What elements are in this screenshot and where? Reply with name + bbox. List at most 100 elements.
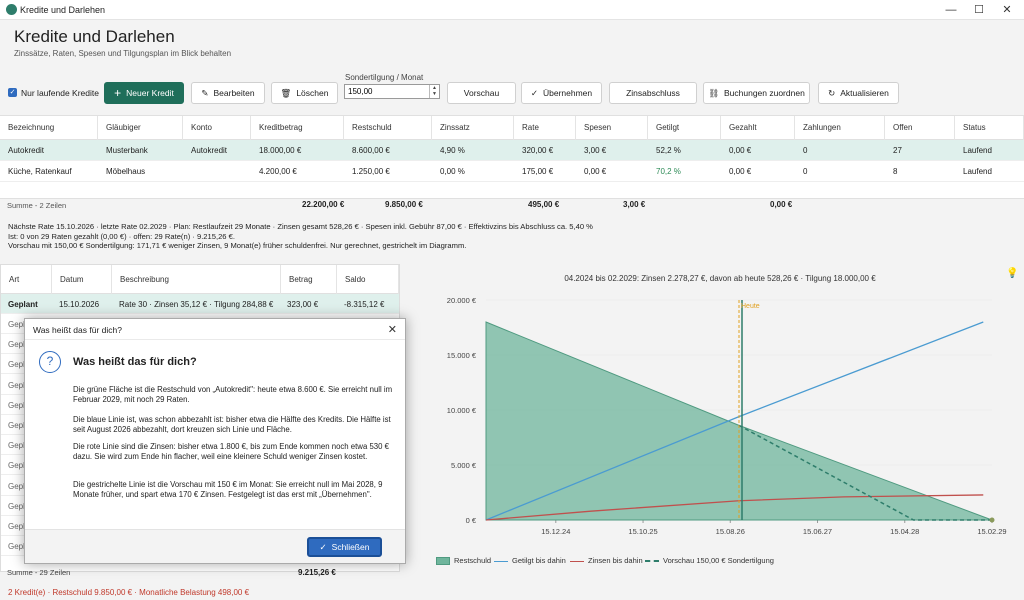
column-header[interactable]: Rate [514, 116, 576, 140]
table-cell: 0 [803, 167, 808, 176]
plan-row-art: Gepla [8, 360, 30, 370]
status-line: 2 Kredit(e) · Restschuld 9.850,00 € · Mo… [8, 588, 250, 597]
plus-icon: + [114, 86, 122, 100]
table-cell: 0,00 € [584, 167, 607, 176]
table-row[interactable]: Küche, Ratenkauf Möbelhaus 4.200,00 € 1.250… [0, 161, 1024, 182]
plan-art: Geplant [8, 300, 38, 309]
y-tick-label: 15.000 € [447, 351, 477, 360]
plan-summary-value: 9.215,26 € [298, 568, 336, 577]
column-header[interactable]: Bezeichnung [0, 116, 98, 140]
today-label: Heute [741, 303, 760, 310]
plan-column-header[interactable]: Betrag [281, 265, 337, 294]
info-line-3: Vorschau mit 150,00 € Sondertilgung: 171… [8, 241, 467, 251]
x-tick-label: 15.10.25 [628, 527, 657, 536]
plan-info: Nächste Rate 15.10.2026 · letzte Rate 02… [8, 222, 593, 251]
dialog-footer: ✓ Schließen [25, 529, 405, 563]
column-header[interactable]: Konto [183, 116, 251, 140]
legend-item: Restschuld [436, 556, 491, 566]
legend-label: Getilgt bis dahin [512, 556, 566, 565]
x-tick-label: 15.08.26 [716, 527, 745, 536]
running-only-label: Nur laufende Kredite [21, 88, 99, 98]
title-bar: Kredite und Darlehen — ☐ ✕ [0, 0, 1024, 20]
info-line-1: Nächste Rate 15.10.2026 · letzte Rate 02… [8, 222, 593, 231]
table-cell: Möbelhaus [106, 167, 146, 176]
plan-summary-label: Summe - 29 Zeilen [7, 568, 71, 577]
x-tick-label: 15.04.28 [890, 527, 919, 536]
table-row[interactable]: Autokredit Musterbank Autokredit 18.000,00 … [0, 140, 1024, 161]
dialog-paragraph-1: Die grüne Fläche ist die Restschuld von … [73, 385, 393, 405]
refresh-button[interactable]: ↻ Aktualisieren [818, 82, 899, 104]
close-window-button[interactable]: ✕ [1002, 4, 1012, 16]
delete-button[interactable]: 🗑 Löschen [271, 82, 338, 104]
plan-row-art: Gepla [8, 542, 30, 552]
plan-beschreibung: Rate 30 · Zinsen 35,12 € · Tilgung 284,8… [119, 300, 274, 309]
apply-button[interactable]: ✓ Übernehmen [521, 82, 602, 104]
column-header[interactable]: Gläubiger [98, 116, 183, 140]
dialog-heading: Was heißt das für dich? [73, 356, 197, 368]
plan-column-header[interactable]: Beschreibung [112, 265, 281, 294]
column-header[interactable]: Zinssatz [432, 116, 514, 140]
plan-column-header[interactable]: Saldo [337, 265, 399, 294]
column-header[interactable]: Spesen [576, 116, 648, 140]
summary-spesen: 3,00 € [623, 200, 646, 209]
column-header[interactable]: Gezahlt [721, 116, 795, 140]
y-tick-label: 5.000 € [451, 461, 477, 470]
interest-close-button[interactable]: Zinsabschluss [609, 82, 697, 104]
plan-column-header[interactable]: Datum [52, 265, 112, 294]
question-icon: ? [39, 351, 61, 373]
info-line-2: Ist: 0 von 29 Raten gezahlt (0,00 €) · o… [8, 231, 235, 241]
summary-rate: 495,00 € [528, 200, 560, 209]
legend-label: Vorschau 150,00 € Sondertilgung [663, 556, 774, 565]
maximize-button[interactable]: ☐ [974, 4, 984, 16]
y-tick-label: 0 € [466, 516, 477, 525]
legend-swatch [494, 560, 508, 562]
plan-table-header: Art Datum Beschreibung Betrag Saldo [1, 265, 399, 294]
delete-label: Löschen [296, 88, 329, 98]
plan-row-art: Gepla [8, 340, 30, 350]
assign-bookings-button[interactable]: ⛓ Buchungen zuordnen [703, 82, 810, 104]
table-cell: 4,90 % [440, 146, 465, 155]
table-cell: 0,00 € [729, 146, 752, 155]
plan-column-header[interactable]: Art [1, 265, 52, 294]
sondertilgung-spinner[interactable]: ▲ ▼ [429, 85, 439, 98]
y-tick-label: 10.000 € [447, 406, 477, 415]
dialog-close-icon[interactable]: ✕ [387, 324, 397, 336]
minimize-button[interactable]: — [945, 4, 957, 16]
new-credit-label: Neuer Kredit [126, 88, 174, 98]
plan-row-art: Gepla [8, 380, 30, 390]
edit-label: Bearbeiten [213, 88, 255, 98]
table-cell: 52,2 % [656, 146, 681, 155]
credits-summary-row: Summe - 2 Zeilen 22.200,00 € 9.850,00 € … [0, 198, 1024, 212]
summary-restschuld: 9.850,00 € [385, 200, 423, 209]
x-tick-label: 15.06.27 [803, 527, 832, 536]
dialog-close-button[interactable]: ✓ Schließen [307, 537, 382, 557]
column-header[interactable]: Kreditbetrag [251, 116, 344, 140]
credits-table: Bezeichnung Gläubiger Konto Kreditbetrag Res… [0, 115, 1024, 199]
plan-row-selected[interactable]: Geplant 15.10.2026 Rate 30 · Zinsen 35,1… [1, 294, 399, 314]
dialog-title-bar: Was heißt das für dich? ✕ [25, 319, 405, 340]
edit-button[interactable]: ✎ Bearbeiten [191, 82, 265, 104]
column-header[interactable]: Offen [885, 116, 955, 140]
check-icon: ✓ [530, 87, 538, 98]
plan-row-art: Gepla [8, 522, 30, 531]
table-cell: Laufend [963, 167, 992, 176]
dialog-close-label: Schließen [331, 542, 370, 552]
plan-row-art: Gepla [8, 481, 30, 491]
apply-label: Übernehmen [542, 88, 593, 98]
chart-title: 04.2024 bis 02.2029: Zinsen 2.278,27 €, … [564, 274, 876, 283]
table-cell: 320,00 € [522, 146, 554, 155]
table-cell: 4.200,00 € [259, 167, 297, 176]
sondertilgung-input[interactable] [344, 84, 440, 99]
table-cell: 8 [893, 167, 898, 176]
lightbulb-icon[interactable]: 💡 [1006, 268, 1019, 279]
column-header[interactable]: Restschuld [344, 116, 432, 140]
column-header[interactable]: Status [955, 116, 1024, 140]
preview-button[interactable]: Vorschau [447, 82, 516, 104]
legend-item: Getilgt bis dahin [494, 556, 566, 565]
new-credit-button[interactable]: + Neuer Kredit [104, 82, 184, 104]
column-header[interactable]: Getilgt [648, 116, 721, 140]
refresh-icon: ↻ [828, 87, 836, 98]
column-header[interactable]: Zahlungen [795, 116, 885, 140]
running-only-checkbox[interactable]: ✓ [8, 88, 17, 97]
